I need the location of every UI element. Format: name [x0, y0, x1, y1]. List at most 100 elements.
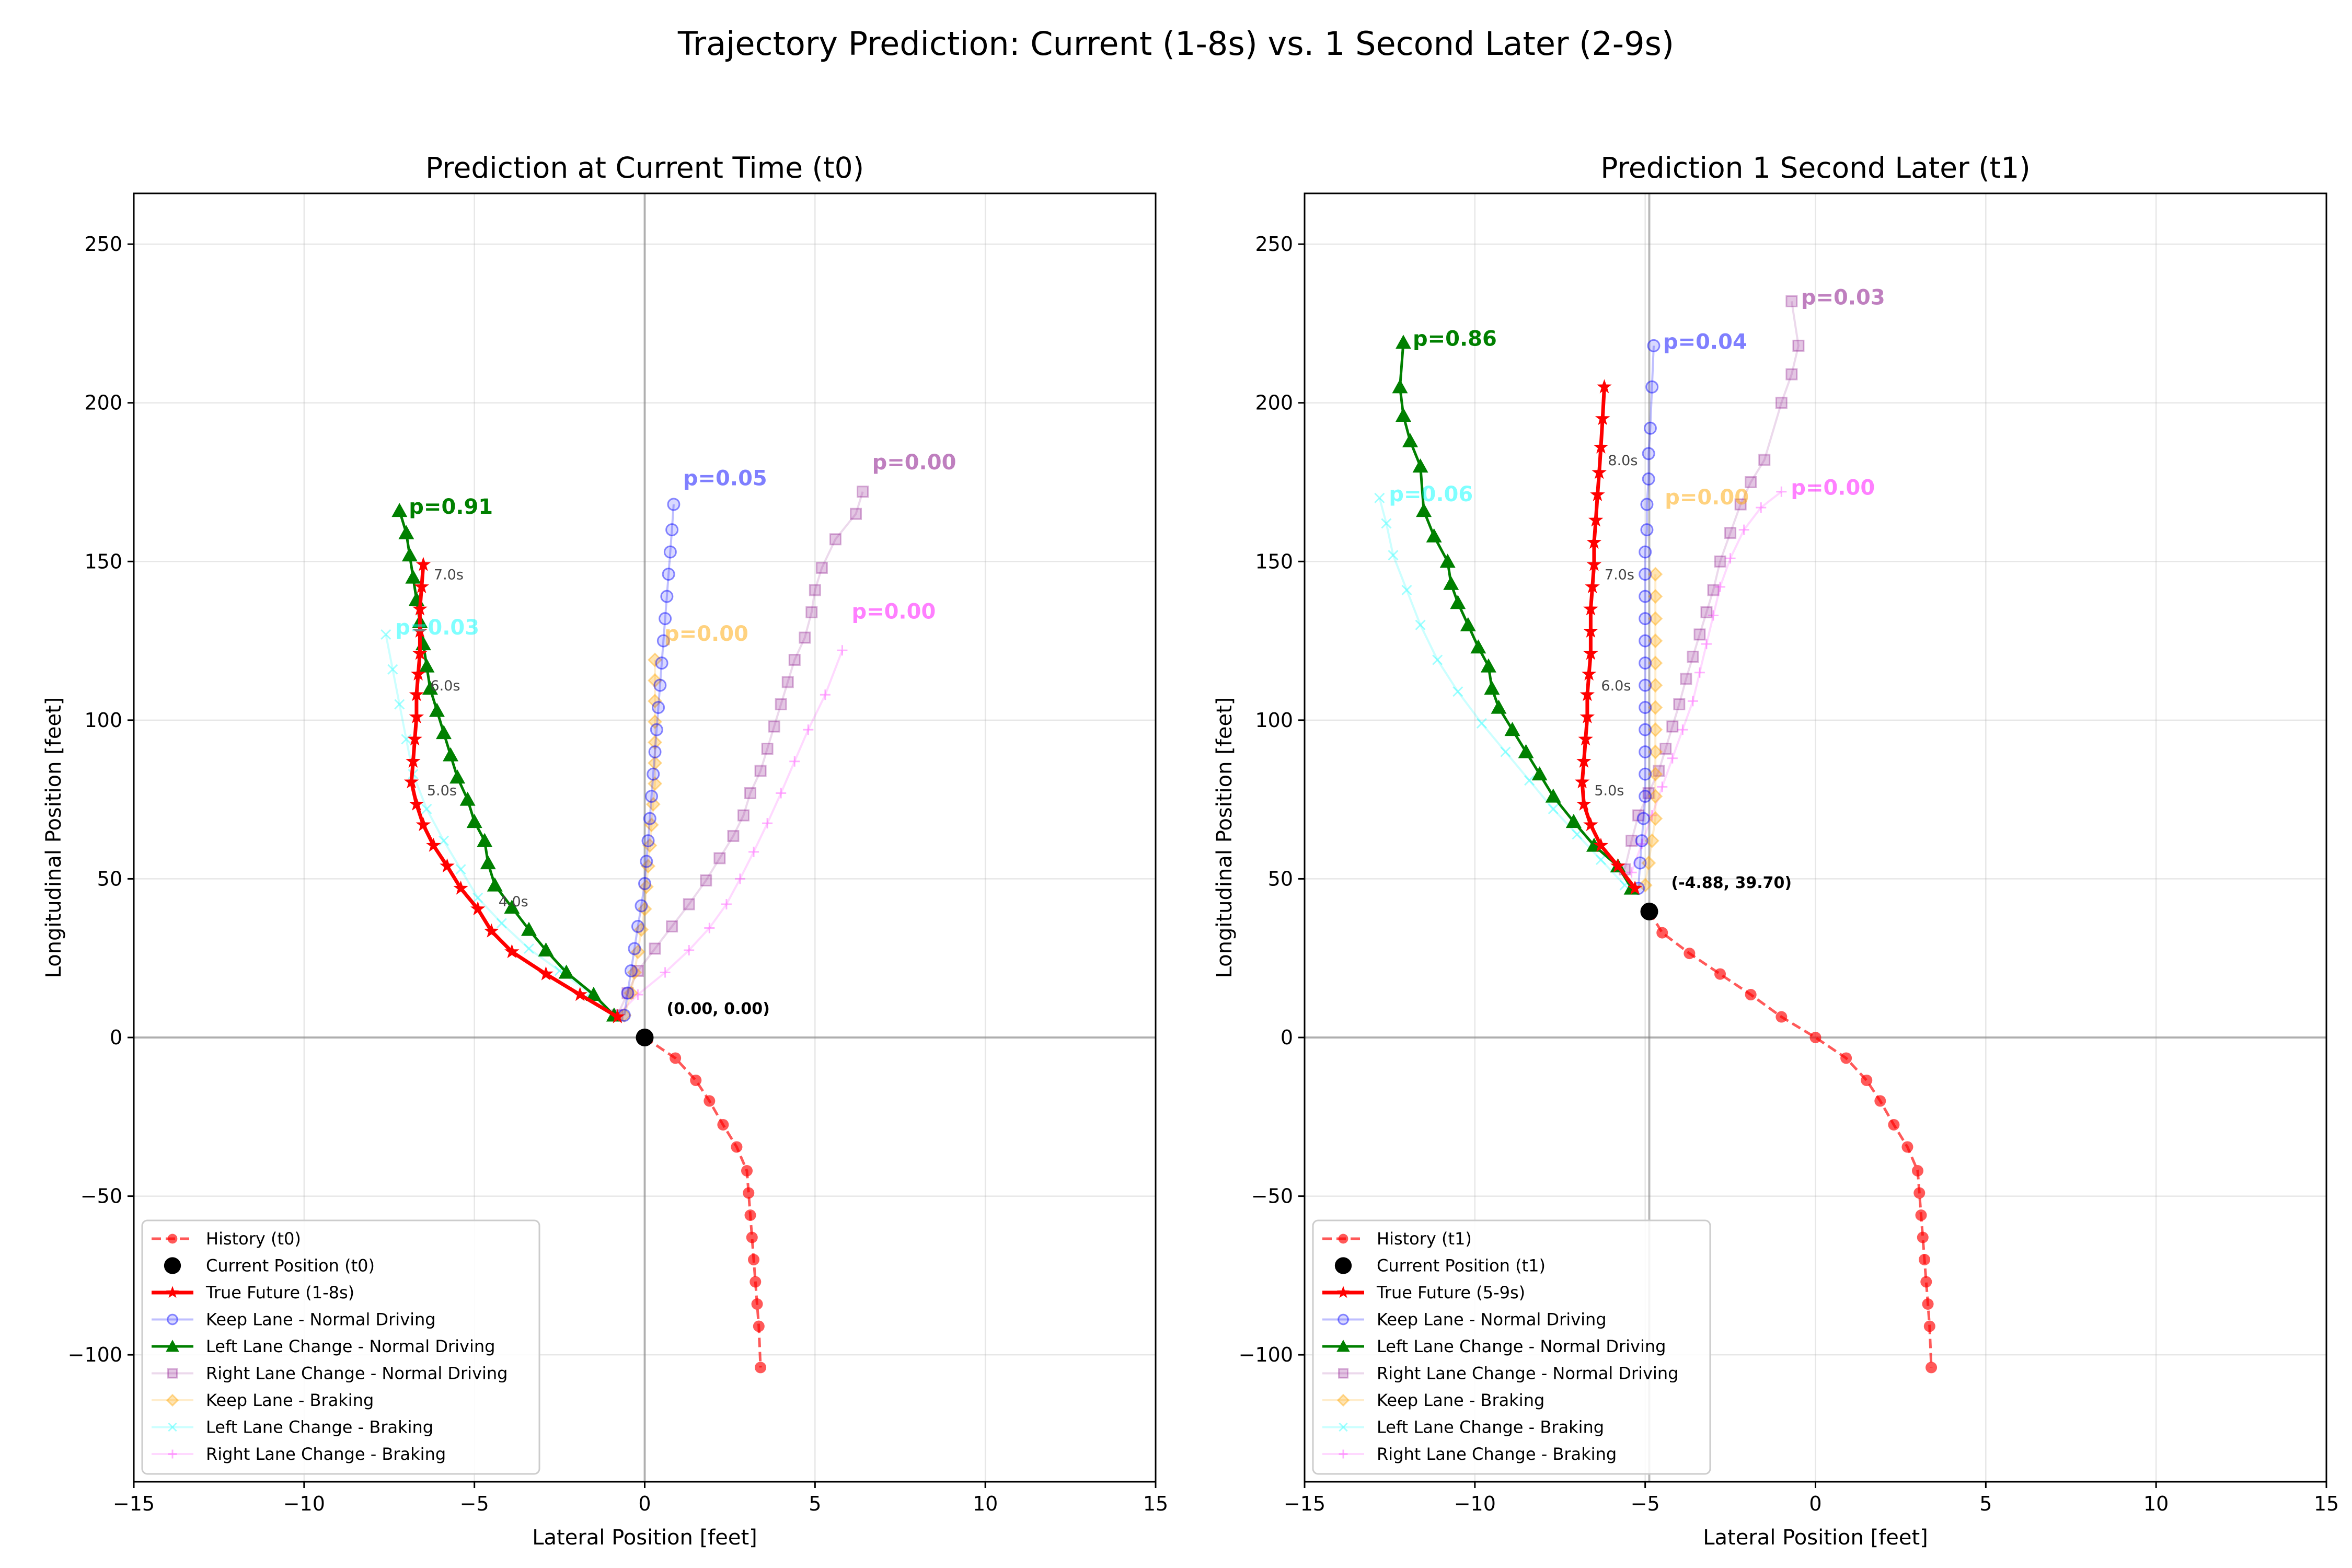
time-label: 7.0s [434, 567, 464, 583]
data-point [644, 817, 659, 833]
data-point [521, 921, 537, 936]
data-point [1639, 634, 1652, 648]
series-keep-lane-normal-driving [617, 498, 681, 1022]
data-point [421, 803, 432, 814]
data-point [1412, 458, 1428, 473]
series-keep-lane-normal-driving [1632, 339, 1661, 895]
data-point [857, 486, 869, 498]
legend-entry-label: Left Lane Change - Normal Driving [206, 1336, 495, 1356]
data-point [748, 846, 759, 857]
figure-suptitle: Trajectory Prediction: Current (1-8s) vs… [677, 25, 1674, 63]
data-point [850, 508, 862, 520]
data-point [504, 900, 520, 914]
data-point [647, 735, 663, 750]
y-tick-label: 150 [84, 550, 122, 573]
x-axis-label: Lateral Position [feet] [532, 1526, 757, 1550]
data-point [632, 989, 643, 1000]
data-point [1638, 878, 1653, 893]
data-point [409, 687, 424, 701]
y-axis-label: Longitudinal Position [feet] [42, 697, 66, 978]
time-label: 4.0s [499, 894, 528, 910]
legend: History (t0) Current Position (t0) True Fu… [141, 1219, 540, 1475]
legend-handle-marker [1336, 1286, 1350, 1298]
series-right-lane-change-braking [1626, 486, 1787, 878]
y-tick-label: 50 [97, 867, 122, 890]
data-point [683, 898, 695, 910]
data-point [1639, 701, 1652, 714]
data-point [645, 790, 659, 803]
data-point [1667, 753, 1678, 764]
data-point [406, 753, 421, 768]
data-point [1645, 380, 1659, 394]
data-point [398, 525, 414, 539]
chart-panel-t1: (-4.88, 39.70) 5.0s 6.0s 7.0s 8.0s p=0.86 p=0.… [1213, 151, 2339, 1550]
data-point [713, 852, 726, 864]
data-point [768, 720, 780, 733]
data-point [1627, 880, 1643, 895]
data-point [1648, 633, 1663, 649]
y-axis-label: Longitudinal Position [feet] [1213, 697, 1237, 978]
data-point [466, 814, 482, 828]
data-point [1758, 454, 1771, 466]
x-tick-label: −15 [1284, 1492, 1325, 1515]
data-point [1636, 838, 1647, 849]
data-point [1476, 718, 1487, 729]
data-point [721, 899, 732, 909]
data-point [1626, 867, 1637, 878]
data-point [1642, 472, 1655, 486]
data-point [1635, 834, 1648, 848]
data-point [436, 725, 452, 740]
time-label: 6.0s [1601, 678, 1631, 694]
data-point [412, 645, 428, 660]
y-tick-label: 0 [1281, 1026, 1293, 1049]
data-point [643, 812, 656, 825]
y-tick-label: −100 [1239, 1343, 1293, 1366]
data-point [837, 645, 848, 656]
data-point [1745, 989, 1757, 1001]
data-point [391, 503, 408, 517]
data-point [1680, 673, 1692, 685]
probability-label: p=0.05 [683, 467, 767, 491]
legend-handle-marker [167, 1233, 178, 1244]
data-point [1576, 796, 1592, 811]
probability-label: p=0.91 [409, 495, 493, 519]
data-point [1785, 368, 1798, 381]
data-point [1738, 524, 1749, 535]
data-point [1583, 623, 1598, 638]
data-point [1480, 658, 1496, 673]
data-point [1597, 379, 1612, 394]
data-point [1565, 814, 1582, 828]
data-point [1500, 746, 1511, 757]
x-tick-label: −5 [1631, 1492, 1660, 1515]
time-label: 7.0s [1605, 567, 1634, 583]
legend-entry-label: Right Lane Change - Braking [1377, 1444, 1617, 1464]
plot-content [1374, 295, 1938, 1374]
data-point [650, 723, 663, 736]
data-point [805, 606, 818, 618]
data-point [1745, 476, 1757, 488]
data-point [755, 1362, 767, 1374]
data-point [1756, 502, 1767, 513]
y-tick-label: 100 [1255, 709, 1293, 732]
legend-entry-label: Left Lane Change - Normal Driving [1377, 1336, 1666, 1356]
data-point [744, 1209, 756, 1221]
data-point [1586, 557, 1602, 571]
data-point [1922, 1298, 1934, 1310]
data-point [663, 545, 677, 559]
y-tick-label: 100 [84, 709, 122, 732]
data-point [1402, 433, 1419, 447]
data-point [761, 743, 774, 755]
data-point [1647, 339, 1661, 352]
data-point [1632, 809, 1645, 822]
data-point [731, 1141, 743, 1153]
probability-label: p=0.03 [1801, 285, 1885, 309]
data-point [1395, 408, 1411, 422]
data-point [1432, 654, 1443, 665]
data-point [700, 874, 712, 886]
data-point [741, 1165, 753, 1177]
data-point [1648, 655, 1663, 671]
data-point [1585, 579, 1600, 593]
y-tick-label: −50 [80, 1185, 122, 1208]
data-point [1640, 523, 1654, 537]
